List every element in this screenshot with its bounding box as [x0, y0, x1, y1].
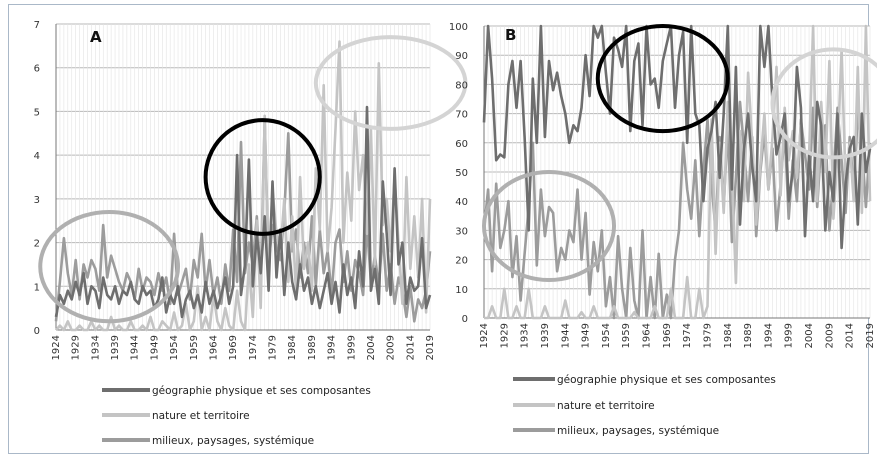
panel-label-a: A: [90, 28, 102, 46]
y-tick-label-a-6: 6: [34, 64, 40, 75]
y-tick-label-b-100: 100: [449, 22, 468, 33]
legend-label-a-2: milieux, paysages, systémique: [152, 435, 314, 447]
highlight-ellipse-b-1: [595, 23, 730, 134]
x-tick-label-b-1979: 1979: [702, 323, 713, 348]
y-tick-label-b-40: 40: [455, 197, 468, 208]
x-tick-label-b-1974: 1974: [682, 323, 693, 348]
y-tick-label-b-70: 70: [455, 110, 468, 121]
x-tick-label-a-1999: 1999: [346, 335, 357, 360]
x-tick-label-a-2019: 2019: [425, 335, 436, 360]
y-tick-label-a-2: 2: [34, 239, 40, 250]
y-tick-label-b-60: 60: [455, 139, 468, 150]
x-tick-label-a-1964: 1964: [208, 335, 219, 360]
chart-panel-b: 0 10 20 30 40 50 60 70 80 90 100 1924 1929 1934 1939 19…: [449, 22, 877, 437]
x-tick-label-b-1969: 1969: [662, 323, 673, 348]
y-tick-label-a-3: 3: [34, 195, 40, 206]
highlight-ellipse-b-0: [481, 170, 617, 283]
highlight-ellipse-a-0: [38, 209, 181, 324]
x-tick-label-a-2009: 2009: [386, 335, 397, 360]
y-tick-label-b-90: 90: [455, 51, 468, 62]
x-tick-label-b-1959: 1959: [621, 323, 632, 348]
x-tick-label-a-1979: 1979: [268, 335, 279, 360]
y-tick-label-b-50: 50: [455, 168, 468, 179]
y-tick-label-a-7: 7: [34, 20, 40, 31]
x-tick-label-b-1964: 1964: [642, 323, 653, 348]
x-tick-label-b-1934: 1934: [520, 323, 531, 348]
x-tick-label-b-2019: 2019: [865, 323, 876, 348]
x-tick-label-a-2004: 2004: [366, 335, 377, 360]
y-tick-label-b-80: 80: [455, 80, 468, 91]
x-tick-label-a-1984: 1984: [287, 335, 298, 360]
x-tick-label-a-1934: 1934: [90, 335, 101, 360]
x-tick-label-b-2009: 2009: [824, 323, 835, 348]
x-tick-label-b-1944: 1944: [560, 323, 571, 348]
legend-label-b-1: nature et territoire: [557, 400, 655, 412]
chart-panel-a: 0 1 2 3 4 5 6 7 1924 1929 1934 1939 1944 1949 1954 1959…: [34, 20, 468, 447]
x-tick-label-b-1999: 1999: [784, 323, 795, 348]
series-line-b-2: [482, 100, 872, 320]
x-tick-label-b-1989: 1989: [743, 323, 754, 348]
x-tick-label-a-1994: 1994: [327, 335, 338, 360]
x-tick-label-a-1949: 1949: [149, 335, 160, 360]
x-tick-label-b-1929: 1929: [499, 323, 510, 348]
legend-label-a-0: géographie physique et ses composantes: [152, 385, 371, 397]
series-line-a-0: [54, 105, 432, 319]
x-tick-label-a-1924: 1924: [51, 335, 62, 360]
x-tick-label-b-2004: 2004: [804, 323, 815, 348]
x-tick-label-a-1989: 1989: [307, 335, 318, 360]
highlight-ellipse-a-1: [203, 118, 322, 236]
x-tick-label-b-1949: 1949: [581, 323, 592, 348]
x-tick-label-a-1974: 1974: [248, 335, 259, 360]
x-tick-label-b-1924: 1924: [479, 323, 490, 348]
highlight-ellipse-b-2: [770, 47, 877, 160]
x-tick-label-a-1969: 1969: [228, 335, 239, 360]
x-tick-label-b-1984: 1984: [723, 323, 734, 348]
legend-label-b-0: géographie physique et ses composantes: [557, 374, 776, 386]
x-tick-label-a-1939: 1939: [110, 335, 121, 360]
y-tick-label-a-1: 1: [34, 282, 40, 293]
y-tick-label-b-30: 30: [455, 226, 468, 237]
x-tick-label-a-1929: 1929: [71, 335, 82, 360]
x-tick-label-b-1939: 1939: [540, 323, 551, 348]
x-tick-label-b-2014: 2014: [845, 323, 856, 348]
x-tick-label-b-1954: 1954: [601, 323, 612, 348]
highlight-ellipse-a-2: [313, 35, 468, 131]
panel-label-b: B: [505, 26, 516, 44]
y-tick-label-b-20: 20: [455, 256, 468, 267]
y-tick-label-a-0: 0: [34, 326, 40, 337]
y-tick-label-b-10: 10: [455, 285, 468, 296]
series-line-b-0: [482, 24, 872, 250]
x-tick-label-a-2014: 2014: [405, 335, 416, 360]
y-tick-label-b-0: 0: [462, 314, 468, 325]
legend-label-a-1: nature et territoire: [152, 410, 250, 422]
y-tick-label-a-4: 4: [34, 151, 40, 162]
x-tick-label-a-1959: 1959: [189, 335, 200, 360]
series-line-a-1: [55, 40, 432, 332]
x-tick-label-b-1994: 1994: [763, 323, 774, 348]
x-tick-label-a-1944: 1944: [130, 335, 141, 360]
legend-label-b-2: milieux, paysages, systémique: [557, 425, 719, 437]
y-tick-label-a-5: 5: [34, 107, 40, 118]
x-tick-label-a-1954: 1954: [169, 335, 180, 360]
